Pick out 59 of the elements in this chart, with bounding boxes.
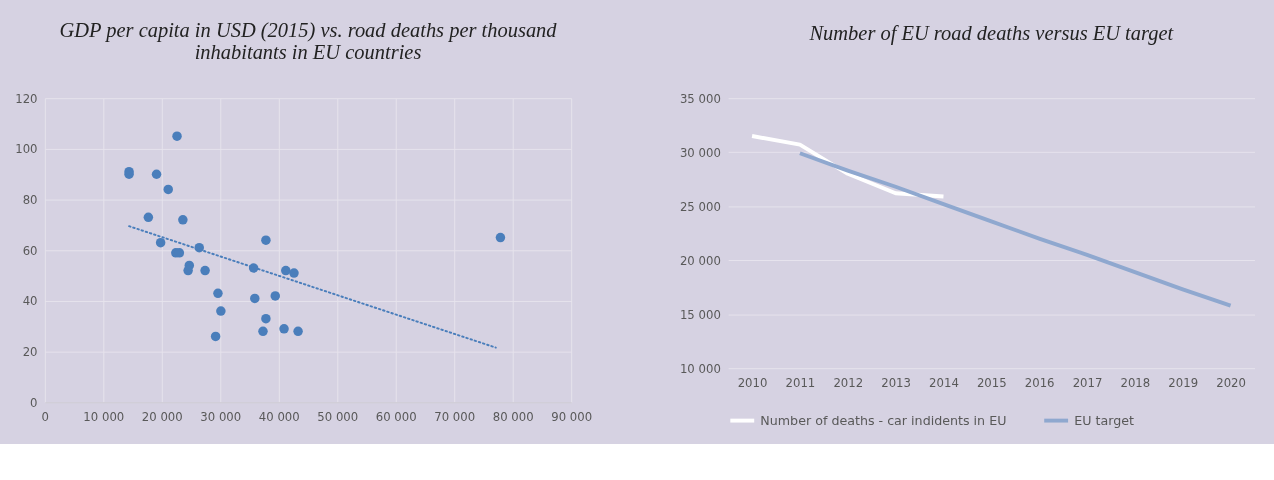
y-tick-label: 20 000 [679, 253, 721, 268]
y-tick-label: 40 [22, 294, 38, 309]
x-tick-label: 10 000 [83, 410, 125, 425]
x-tick-label: 2018 [1120, 376, 1151, 391]
x-tick-label: 60 000 [375, 410, 417, 425]
y-tick-label: 60 [22, 243, 38, 258]
point [281, 265, 291, 276]
point [200, 265, 210, 276]
point [151, 169, 162, 179]
point [289, 268, 299, 278]
x-tick-label: 50 000 [317, 410, 359, 425]
x-tick-label: 40 000 [258, 410, 300, 425]
chart-title: Number of EU road deaths versus EU target [808, 21, 1175, 45]
point [270, 291, 281, 301]
y-tick-label: 0 [30, 395, 38, 410]
point [163, 184, 173, 195]
point [495, 232, 506, 243]
point [216, 306, 226, 316]
x-tick-label: 30 000 [200, 410, 242, 425]
x-tick-label: 2016 [1024, 376, 1055, 391]
x-tick-label: 2019 [1168, 376, 1199, 391]
point [261, 313, 271, 324]
x-tick-label: 70 000 [434, 410, 476, 425]
y-tick-label: 10 000 [679, 361, 721, 376]
x-tick-label: 90 000 [551, 410, 593, 425]
point [155, 237, 166, 248]
x-tick-label: 80 000 [492, 410, 534, 425]
x-tick-label: 2020 [1216, 376, 1246, 391]
x-tick-label: 2017 [1072, 376, 1103, 391]
legend-label: Number of deaths - car indidents in EU [760, 412, 1007, 428]
y-tick-label: 35 000 [679, 91, 721, 106]
x-tick-label: 2010 [737, 376, 768, 391]
point [279, 324, 289, 334]
legend-label: EU target [1074, 412, 1134, 428]
chart-title: GDP per capita in USD (2015) vs. road deaths per thousand inhabitants in EU countries [59, 18, 558, 64]
point [213, 288, 223, 299]
point [293, 326, 303, 337]
y-tick-label: 25 000 [679, 199, 721, 214]
y-tick-label: 100 [15, 142, 38, 157]
y-tick-label: 15 000 [679, 307, 721, 322]
y-tick-label: 30 000 [679, 145, 721, 160]
point [261, 235, 271, 245]
point [172, 131, 182, 141]
y-tick-label: 120 [15, 91, 38, 106]
x-tick-label: 0 [41, 410, 50, 425]
line-series [797, 151, 1233, 308]
x-tick-label: 2013 [881, 376, 911, 391]
x-tick-label: 20 000 [141, 410, 183, 425]
x-tick-label: 2015 [976, 376, 1007, 391]
y-tick-label: 20 [22, 345, 38, 360]
x-tick-label: 2012 [833, 376, 864, 391]
point [210, 331, 221, 342]
point [143, 212, 154, 223]
point [250, 293, 260, 304]
x-tick-label: 2014 [929, 376, 959, 391]
y-tick-label: 80 [22, 192, 38, 207]
point [258, 326, 268, 337]
x-tick-label: 2011 [785, 376, 816, 391]
point [178, 215, 188, 225]
